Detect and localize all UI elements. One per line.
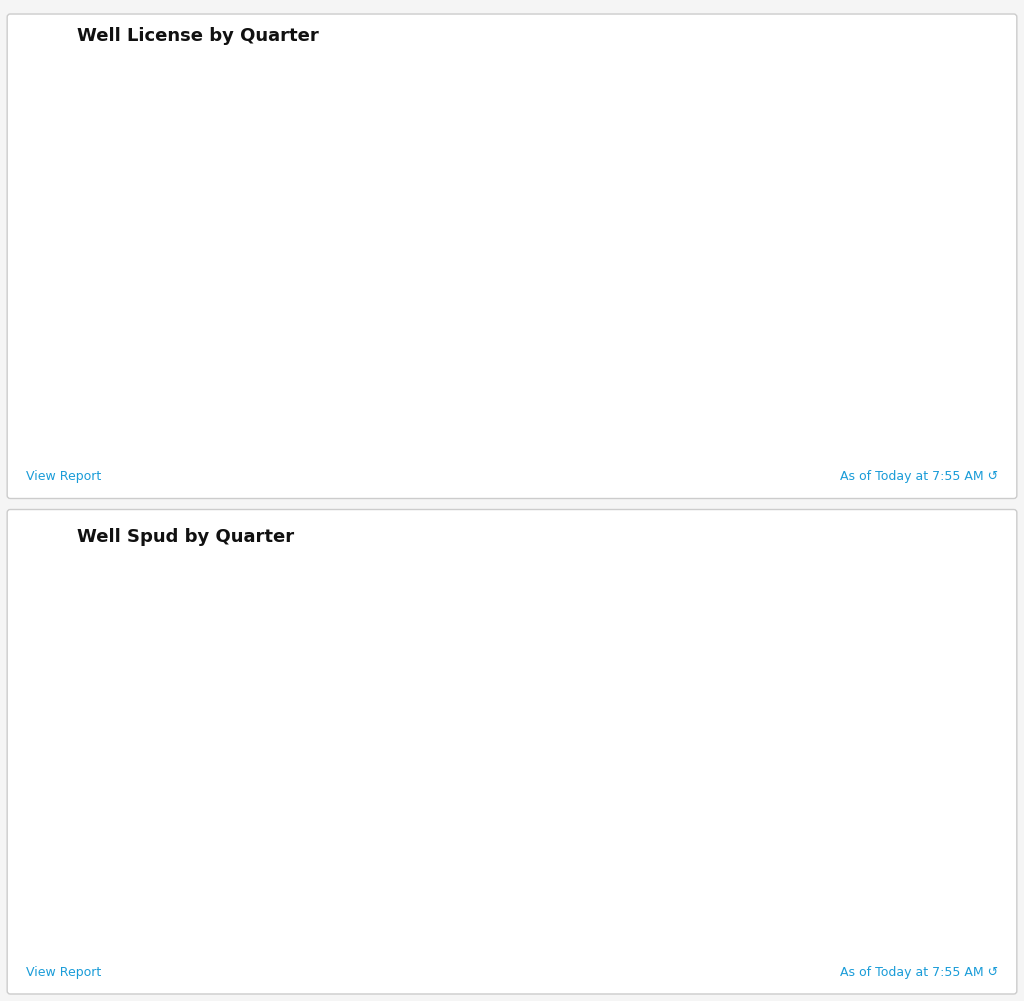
X-axis label: Licence Date: Licence Date	[505, 449, 586, 462]
Text: View Report: View Report	[26, 966, 100, 979]
Text: As of Today at 7:55 AM ↺: As of Today at 7:55 AM ↺	[841, 966, 998, 979]
Text: As of Today at 7:55 AM ↺: As of Today at 7:55 AM ↺	[841, 470, 998, 483]
X-axis label: Activity Date: Activity Date	[505, 950, 586, 963]
Text: Well License by Quarter: Well License by Quarter	[77, 27, 318, 45]
Text: View Report: View Report	[26, 470, 100, 483]
Y-axis label: Record Count: Record Count	[40, 686, 53, 771]
Text: Well Spud by Quarter: Well Spud by Quarter	[77, 528, 294, 546]
Y-axis label: Record Count: Record Count	[40, 185, 53, 270]
